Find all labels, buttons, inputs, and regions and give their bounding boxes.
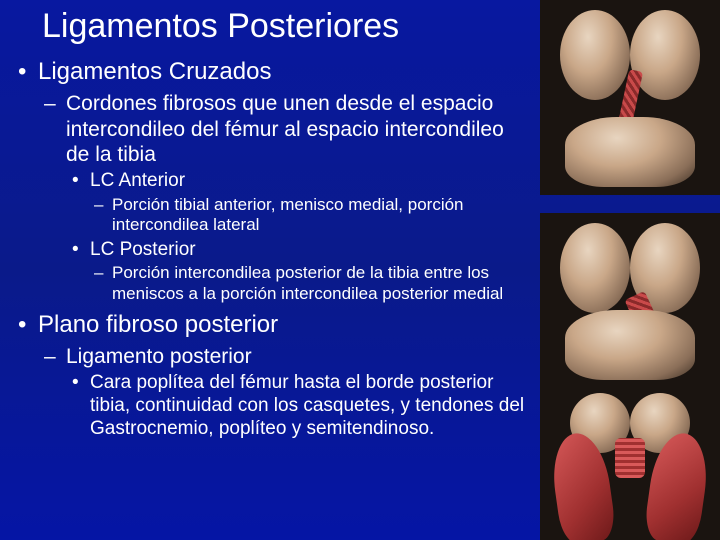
- bullet-text: Ligamentos Cruzados: [38, 58, 271, 85]
- bullet-text: Cara poplítea del fémur hasta el borde p…: [90, 372, 524, 439]
- bullet-lvl2: Cordones fibrosos que unen desde el espa…: [38, 91, 530, 304]
- bullet-lvl1: Plano fibroso posterior Ligamento poster…: [10, 310, 530, 441]
- bullet-list: Ligamentos Cruzados Cordones fibrosos qu…: [10, 57, 530, 440]
- bullet-lvl4: Porción intercondilea posterior de la ti…: [90, 263, 530, 304]
- slide-title: Ligamentos Posteriores: [42, 8, 530, 45]
- bullet-text: Porción intercondilea posterior de la ti…: [112, 263, 503, 302]
- bullet-lvl2: Ligamento posterior Cara poplítea del fé…: [38, 344, 530, 441]
- bullet-text: Ligamento posterior: [66, 345, 252, 368]
- anatomy-image-3: [540, 388, 720, 540]
- bullet-lvl1: Ligamentos Cruzados Cordones fibrosos qu…: [10, 57, 530, 304]
- anatomy-image-2: [540, 213, 720, 388]
- bullet-lvl3: LC Anterior Porción tibial anterior, men…: [66, 170, 530, 236]
- bullet-text: Porción tibial anterior, menisco medial,…: [112, 195, 464, 234]
- bullet-lvl3: LC Posterior Porción intercondilea poste…: [66, 239, 530, 305]
- bullet-text: LC Anterior: [90, 170, 185, 191]
- bullet-text: LC Posterior: [90, 239, 196, 260]
- bullet-lvl4: Porción tibial anterior, menisco medial,…: [90, 195, 530, 236]
- slide: Ligamentos Posteriores Ligamentos Cruzad…: [0, 0, 720, 540]
- bullet-text: Cordones fibrosos que unen desde el espa…: [66, 92, 504, 165]
- bullet-text: Plano fibroso posterior: [38, 311, 278, 338]
- anatomy-image-1: [540, 0, 720, 195]
- content-column: Ligamentos Posteriores Ligamentos Cruzad…: [0, 0, 540, 457]
- image-column: [540, 0, 720, 540]
- bullet-lvl3: Cara poplítea del fémur hasta el borde p…: [66, 372, 530, 440]
